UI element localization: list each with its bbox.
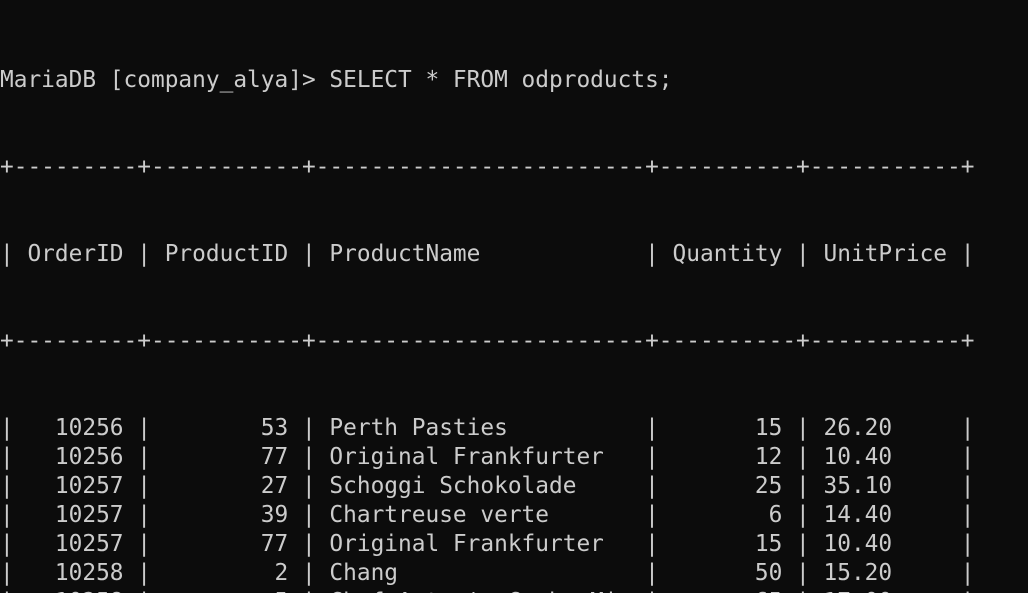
table-border-top: +---------+-----------+-----------------… xyxy=(0,154,975,180)
table-row: | 10256 | 53 | Perth Pasties | 15 | 26.2… xyxy=(0,415,975,441)
table-row: | 10257 | 77 | Original Frankfurter | 15… xyxy=(0,531,975,557)
table-row: | 10257 | 27 | Schoggi Schokolade | 25 |… xyxy=(0,473,975,499)
table-row: | 10258 | 5 | Chef Anton's Gumbo Mix | 6… xyxy=(0,588,1028,593)
table-border-header: +---------+-----------+-----------------… xyxy=(0,328,975,354)
table-row: | 10256 | 77 | Original Frankfurter | 12… xyxy=(0,444,975,470)
table-header-row: | OrderID | ProductID | ProductName | Qu… xyxy=(0,241,975,267)
mariadb-prompt: MariaDB [company_alya]> xyxy=(0,67,330,93)
sql-command: SELECT * FROM odproducts; xyxy=(329,67,673,93)
table-body: | 10256 | 53 | Perth Pasties | 15 | 26.2… xyxy=(0,414,1028,593)
table-row: | 10258 | 2 | Chang | 50 | 15.20 | xyxy=(0,560,975,586)
table-row: | 10257 | 39 | Chartreuse verte | 6 | 14… xyxy=(0,502,975,528)
command-line: MariaDB [company_alya]> SELECT * FROM od… xyxy=(0,66,1028,95)
